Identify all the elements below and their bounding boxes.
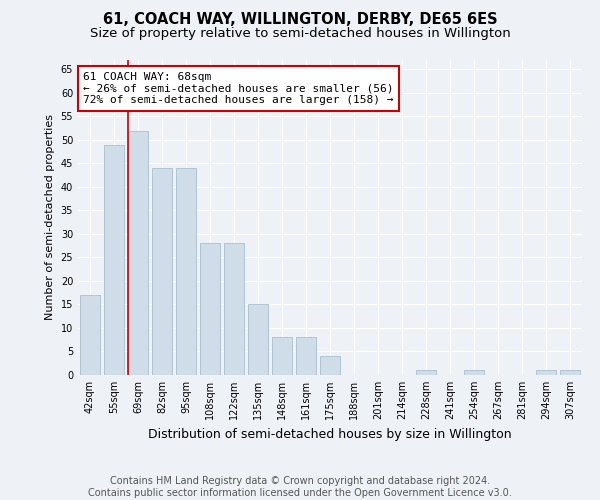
X-axis label: Distribution of semi-detached houses by size in Willington: Distribution of semi-detached houses by … bbox=[148, 428, 512, 440]
Bar bbox=[128, 130, 148, 375]
Bar bbox=[224, 244, 244, 375]
Bar bbox=[248, 304, 268, 375]
Bar bbox=[176, 168, 196, 375]
Bar bbox=[272, 338, 292, 375]
Y-axis label: Number of semi-detached properties: Number of semi-detached properties bbox=[45, 114, 55, 320]
Bar bbox=[320, 356, 340, 375]
Bar bbox=[536, 370, 556, 375]
Text: Contains HM Land Registry data © Crown copyright and database right 2024.
Contai: Contains HM Land Registry data © Crown c… bbox=[88, 476, 512, 498]
Bar bbox=[80, 295, 100, 375]
Text: 61, COACH WAY, WILLINGTON, DERBY, DE65 6ES: 61, COACH WAY, WILLINGTON, DERBY, DE65 6… bbox=[103, 12, 497, 28]
Bar bbox=[104, 144, 124, 375]
Bar bbox=[560, 370, 580, 375]
Text: Size of property relative to semi-detached houses in Willington: Size of property relative to semi-detach… bbox=[89, 28, 511, 40]
Bar bbox=[152, 168, 172, 375]
Bar bbox=[416, 370, 436, 375]
Bar bbox=[464, 370, 484, 375]
Bar bbox=[296, 338, 316, 375]
Bar bbox=[200, 244, 220, 375]
Text: 61 COACH WAY: 68sqm
← 26% of semi-detached houses are smaller (56)
72% of semi-d: 61 COACH WAY: 68sqm ← 26% of semi-detach… bbox=[83, 72, 394, 105]
